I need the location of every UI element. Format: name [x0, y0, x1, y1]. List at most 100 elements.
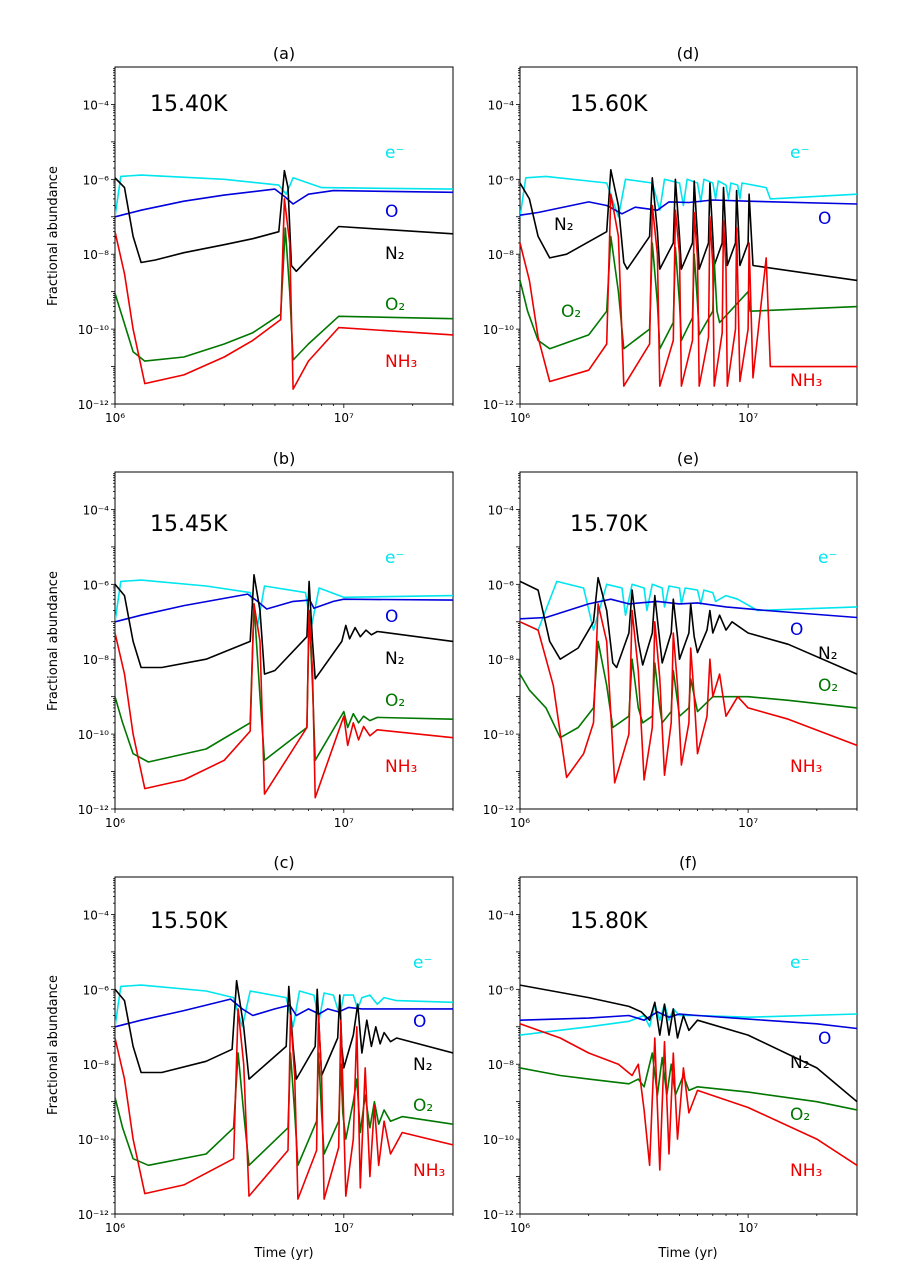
panel-title: (d): [677, 44, 700, 63]
species-label-o: O: [790, 620, 803, 640]
y-tick-label: 10⁻¹²: [483, 1208, 514, 1222]
series-line-o2: [115, 1052, 453, 1167]
series-line-n2: [520, 576, 857, 675]
series-line-n2: [115, 573, 453, 680]
y-tick-label: 10⁻⁸: [83, 248, 110, 262]
plot-frame: [519, 471, 858, 810]
y-tick-label: 10⁻⁴: [83, 908, 110, 922]
panel-b: (b) 15.45K Fractional abundance 10⁻¹² 10⁻…: [46, 449, 454, 830]
series-line-nh3: [520, 603, 857, 784]
panel-c: (c) 15.50K Fractional abundance Time (yr…: [46, 853, 454, 1261]
x-tick-label: 10⁷: [334, 411, 354, 425]
panel-f: (f) 15.80K Time (yr) 10⁻¹² 10⁻¹⁰ 10⁻⁸ 10⁻⁶ 1…: [483, 853, 858, 1261]
x-tick-label: 10⁶: [510, 816, 530, 830]
series-line-n2: [520, 984, 857, 1103]
series-line-n2: [115, 169, 453, 273]
y-tick-label: 10⁻¹⁰: [78, 323, 109, 337]
species-label-n2: N₂: [385, 244, 405, 264]
x-tick-label: 10⁷: [738, 816, 758, 830]
y-tick-label: 10⁻¹⁰: [483, 728, 514, 742]
x-tick-label: 10⁶: [105, 1221, 125, 1235]
y-tick-label: 10⁻⁶: [488, 173, 515, 187]
y-tick-label: 10⁻¹²: [483, 398, 514, 412]
species-label-o2: O₂: [385, 295, 405, 315]
species-label-e: e⁻: [385, 143, 404, 163]
species-label-nh3: NH₃: [385, 757, 417, 777]
series-line-o: [115, 188, 453, 218]
x-tick-label: 10⁶: [510, 1221, 530, 1235]
temperature-label: 15.80K: [570, 909, 648, 934]
series-line-e: [115, 984, 453, 1028]
y-tick-label: 10⁻⁸: [488, 248, 515, 262]
series-layer: [115, 573, 453, 799]
y-tick-label: 10⁻⁴: [488, 503, 515, 517]
series-line-nh3: [115, 603, 453, 799]
series-line-o: [520, 199, 857, 216]
temperature-label: 15.50K: [150, 909, 228, 934]
y-tick-label: 10⁻¹⁰: [78, 1133, 109, 1147]
plot-frame: [114, 876, 454, 1215]
species-label-nh3: NH₃: [790, 757, 822, 777]
panel-title: (f): [679, 853, 697, 872]
x-tick-label: 10⁷: [738, 411, 758, 425]
y-tick-label: 10⁻⁸: [83, 653, 110, 667]
panel-title: (a): [273, 44, 295, 63]
series-layer: [520, 984, 857, 1171]
x-tick-label: 10⁷: [334, 816, 354, 830]
species-label-e: e⁻: [413, 953, 432, 973]
series-line-n2: [115, 979, 453, 1080]
series-layer: [520, 169, 857, 387]
panel-title: (b): [273, 449, 296, 468]
y-tick-label: 10⁻⁶: [488, 578, 515, 592]
x-axis-label: Time (yr): [657, 1246, 717, 1261]
panel-e: (e) 15.70K 10⁻¹² 10⁻¹⁰ 10⁻⁸ 10⁻⁶ 10⁻⁴ 10⁶ 10⁷ e…: [483, 449, 858, 830]
species-label-n2: N₂: [413, 1055, 433, 1075]
species-label-o: O: [818, 209, 831, 229]
species-label-o: O: [818, 1029, 831, 1049]
species-label-o2: O₂: [385, 691, 405, 711]
series-line-o: [520, 598, 857, 620]
y-tick-label: 10⁻⁴: [83, 98, 110, 112]
temperature-label: 15.60K: [570, 92, 648, 117]
temperature-label: 15.40K: [150, 92, 228, 117]
series-line-o: [115, 593, 453, 623]
y-tick-label: 10⁻¹²: [78, 398, 109, 412]
series-line-e: [115, 579, 453, 629]
y-tick-label: 10⁻⁶: [83, 578, 110, 592]
y-axis-label: Fractional abundance: [46, 975, 61, 1115]
series-line-nh3: [520, 1023, 857, 1171]
y-tick-label: 10⁻⁸: [488, 653, 515, 667]
species-label-o: O: [413, 1012, 426, 1032]
species-label-n2: N₂: [554, 215, 574, 235]
species-label-n2: N₂: [818, 644, 838, 664]
y-tick-label: 10⁻⁶: [488, 983, 515, 997]
series-line-nh3: [115, 1008, 453, 1200]
y-tick-label: 10⁻⁸: [83, 1058, 110, 1072]
series-line-nh3: [115, 198, 453, 390]
temperature-label: 15.70K: [570, 512, 648, 537]
x-tick-label: 10⁷: [738, 1221, 758, 1235]
series-line-o: [115, 998, 453, 1028]
series-line-o2: [115, 603, 453, 763]
series-layer: [115, 979, 453, 1200]
y-tick-label: 10⁻⁶: [83, 173, 110, 187]
y-tick-label: 10⁻⁸: [488, 1058, 515, 1072]
x-tick-label: 10⁶: [105, 411, 125, 425]
y-tick-label: 10⁻¹⁰: [483, 1133, 514, 1147]
series-line-e: [520, 175, 857, 218]
plot-frame: [519, 876, 858, 1215]
plot-frame: [114, 471, 454, 810]
series-layer: [520, 576, 857, 784]
x-axis-label: Time (yr): [253, 1246, 313, 1261]
series-line-o2: [520, 1052, 857, 1111]
species-label-nh3: NH₃: [385, 352, 417, 372]
species-label-e: e⁻: [818, 548, 837, 568]
x-tick-label: 10⁷: [334, 1221, 354, 1235]
species-label-n2: N₂: [790, 1053, 810, 1073]
species-label-n2: N₂: [385, 649, 405, 669]
panel-d: (d) 15.60K 10⁻¹² 10⁻¹⁰ 10⁻⁸ 10⁻⁶ 10⁻⁴ 10⁶ 10⁷ e…: [483, 44, 858, 425]
y-tick-label: 10⁻⁴: [488, 908, 515, 922]
series-line-nh3: [520, 193, 857, 387]
y-tick-label: 10⁻¹²: [78, 803, 109, 817]
